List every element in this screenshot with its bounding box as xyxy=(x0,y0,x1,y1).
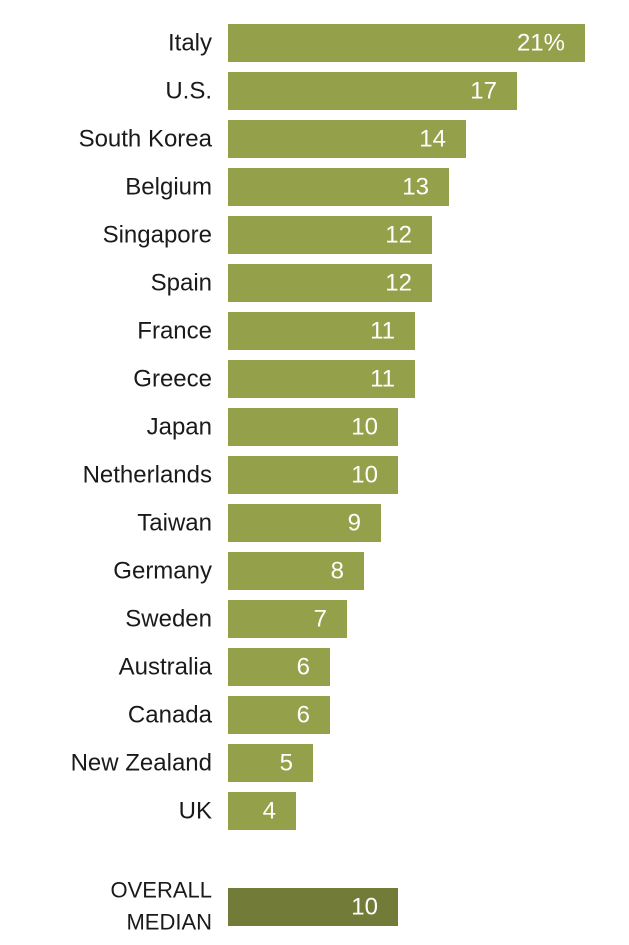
bar-italy xyxy=(228,24,585,62)
bar-belgium xyxy=(228,168,449,206)
median-layer: 10 OVERALL MEDIAN xyxy=(111,878,398,935)
category-label-belgium: Belgium xyxy=(125,174,212,201)
bar-netherlands xyxy=(228,456,398,494)
bar-germany xyxy=(228,552,364,590)
category-label-japan: Japan xyxy=(147,414,212,441)
category-label-sweden: Sweden xyxy=(125,606,212,633)
category-label-new-zealand: New Zealand xyxy=(71,750,212,777)
value-label-sweden: 7 xyxy=(314,606,327,633)
value-label-netherlands: 10 xyxy=(351,462,378,489)
bar-taiwan xyxy=(228,504,381,542)
value-label-france: 11 xyxy=(370,318,395,345)
value-label-overall-median: 10 xyxy=(351,894,378,921)
median-label-line-1: OVERALL xyxy=(111,878,213,903)
category-label-netherlands: Netherlands xyxy=(83,462,212,489)
value-label-greece: 11 xyxy=(370,366,395,393)
bar-greece xyxy=(228,360,415,398)
bar-sweden xyxy=(228,600,347,638)
category-label-taiwan: Taiwan xyxy=(137,510,212,537)
value-label-germany: 8 xyxy=(331,558,344,585)
bar-japan xyxy=(228,408,398,446)
value-label-canada: 6 xyxy=(297,702,310,729)
value-label-singapore: 12 xyxy=(385,222,412,249)
category-label-greece: Greece xyxy=(133,366,212,393)
category-label-australia: Australia xyxy=(119,654,213,681)
value-label-australia: 6 xyxy=(297,654,310,681)
category-label-italy: Italy xyxy=(168,30,212,57)
value-label-uk: 4 xyxy=(263,798,276,825)
bar-overall-median xyxy=(228,888,398,926)
bar-uk xyxy=(228,792,296,830)
bar-canada xyxy=(228,696,330,734)
value-label-south-korea: 14 xyxy=(419,126,446,153)
bar-australia xyxy=(228,648,330,686)
bar-south-korea xyxy=(228,120,466,158)
bars-layer: Italy 21% U.S. 17 South Korea 14 Belgium 13 Sing… xyxy=(71,24,585,830)
category-label-uk: UK xyxy=(179,798,212,825)
value-label-taiwan: 9 xyxy=(348,510,361,537)
value-label-u-s: 17 xyxy=(470,78,497,105)
category-label-spain: Spain xyxy=(151,270,212,297)
bar-new-zealand xyxy=(228,744,313,782)
category-label-u-s: U.S. xyxy=(165,78,212,105)
value-label-belgium: 13 xyxy=(402,174,429,201)
bar-singapore xyxy=(228,216,432,254)
median-label-line-2: MEDIAN xyxy=(126,910,212,935)
bar-spain xyxy=(228,264,432,302)
category-label-singapore: Singapore xyxy=(103,222,212,249)
bar-france xyxy=(228,312,415,350)
category-label-canada: Canada xyxy=(128,702,213,729)
category-label-germany: Germany xyxy=(113,558,212,585)
value-label-italy: 21% xyxy=(517,30,565,57)
value-label-japan: 10 xyxy=(351,414,378,441)
category-label-france: France xyxy=(137,318,212,345)
value-label-new-zealand: 5 xyxy=(280,750,293,777)
bar-u-s xyxy=(228,72,517,110)
value-label-spain: 12 xyxy=(385,270,412,297)
category-label-south-korea: South Korea xyxy=(79,126,213,153)
